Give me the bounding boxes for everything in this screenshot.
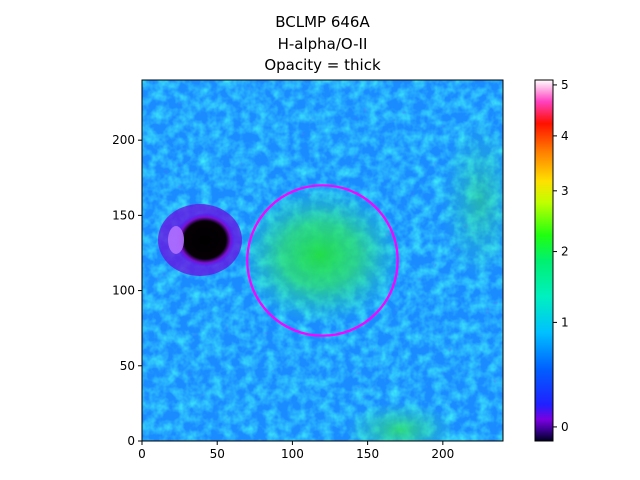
colorbar-tick-label: 2: [561, 245, 569, 259]
colorbar-frame: [534, 79, 554, 442]
colorbar-tick-label: 4: [561, 129, 569, 143]
colorbar-tick-label: 3: [561, 184, 569, 198]
green-region: [235, 185, 405, 325]
y-tick-label: 200: [112, 133, 135, 147]
y-tick-label: 0: [127, 434, 135, 448]
green-region-bottom: [345, 402, 455, 441]
colorbar: [535, 80, 553, 441]
y-tick-label: 50: [120, 359, 135, 373]
green-region-right: [440, 120, 503, 280]
aperture-circle: [246, 184, 399, 337]
chart-title-line-1: BCLMP 646A: [275, 13, 370, 31]
colorbar-tick-label: 1: [561, 315, 569, 329]
heatmap-image: [142, 80, 503, 441]
plot-frame: [141, 79, 504, 442]
x-tick-label: 50: [210, 447, 225, 461]
x-tick-label: 150: [356, 447, 379, 461]
y-tick-label: 150: [112, 208, 135, 222]
y-tick-label: 100: [112, 284, 135, 298]
x-tick-label: 100: [281, 447, 304, 461]
dark-blob: [175, 213, 235, 267]
x-tick-label: 200: [431, 447, 454, 461]
chart-title-line-3: Opacity = thick: [264, 56, 381, 74]
x-tick-label: 0: [138, 447, 146, 461]
chart-title-line-2: H-alpha/O-II: [277, 35, 368, 53]
colorbar-tick-label: 0: [561, 420, 569, 434]
colorbar-tick-label: 5: [561, 78, 569, 92]
